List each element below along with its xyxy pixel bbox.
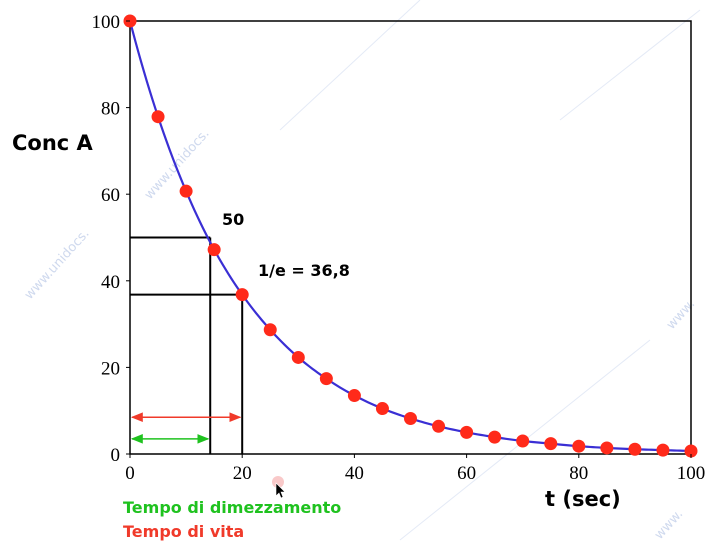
y-tick-label: 60 xyxy=(101,185,120,206)
watermark-text: www. xyxy=(652,507,686,542)
data-point xyxy=(628,442,642,456)
data-point xyxy=(432,419,446,433)
y-tick-label: 20 xyxy=(101,358,120,379)
x-tick-label: 20 xyxy=(233,463,252,484)
y-tick-label: 0 xyxy=(111,445,121,466)
watermark-text: www.unidocs. xyxy=(22,226,93,302)
data-point xyxy=(460,425,474,439)
y-tick-label: 80 xyxy=(101,99,120,120)
data-point xyxy=(151,110,165,124)
data-point xyxy=(179,184,193,198)
data-point xyxy=(488,430,502,444)
data-point xyxy=(291,350,305,364)
data-point xyxy=(516,434,530,448)
x-axis-label: t (sec) xyxy=(545,487,621,511)
watermark-text: www.unidocs. xyxy=(142,126,213,202)
axis-ticks: 0 20 40 60 80 100 0 20 40 60 80 100 xyxy=(92,12,706,484)
data-point xyxy=(263,323,277,337)
series-layer xyxy=(123,14,698,458)
half-life-value-label: 50 xyxy=(222,210,244,229)
decay-curve xyxy=(128,20,692,453)
data-point xyxy=(656,443,670,457)
data-point xyxy=(544,437,558,451)
data-point xyxy=(207,243,221,257)
data-point xyxy=(375,402,389,416)
data-point xyxy=(235,288,249,302)
half-life-legend-label: Tempo di dimezzamento xyxy=(123,498,341,517)
watermark-line xyxy=(279,0,421,131)
y-tick-label: 40 xyxy=(101,272,120,293)
x-tick-label: 80 xyxy=(569,463,588,484)
lifetime-arrows xyxy=(130,412,242,444)
data-point xyxy=(347,389,361,403)
plot-frame xyxy=(129,20,692,455)
data-point xyxy=(684,444,698,458)
watermark-layer: www.unidocs. www.unidocs. www. www. xyxy=(22,0,701,542)
watermark-line xyxy=(559,9,701,121)
x-tick-label: 40 xyxy=(345,463,364,484)
data-point xyxy=(572,439,586,453)
y-axis-label: Conc A xyxy=(12,131,94,155)
data-point xyxy=(319,372,333,386)
data-point xyxy=(404,411,417,425)
reference-lines xyxy=(130,236,244,454)
y-tick-label: 100 xyxy=(92,12,121,33)
x-tick-label: 100 xyxy=(677,463,706,484)
x-tick-label: 60 xyxy=(457,463,476,484)
lifetime-value-label: 1/e = 36,8 xyxy=(258,261,350,280)
lifetime-legend-label: Tempo di vita xyxy=(123,522,244,541)
mouse-cursor-icon xyxy=(272,476,286,499)
watermark-text: www. xyxy=(664,297,698,333)
data-point xyxy=(600,441,614,455)
x-tick-label: 0 xyxy=(125,463,135,484)
